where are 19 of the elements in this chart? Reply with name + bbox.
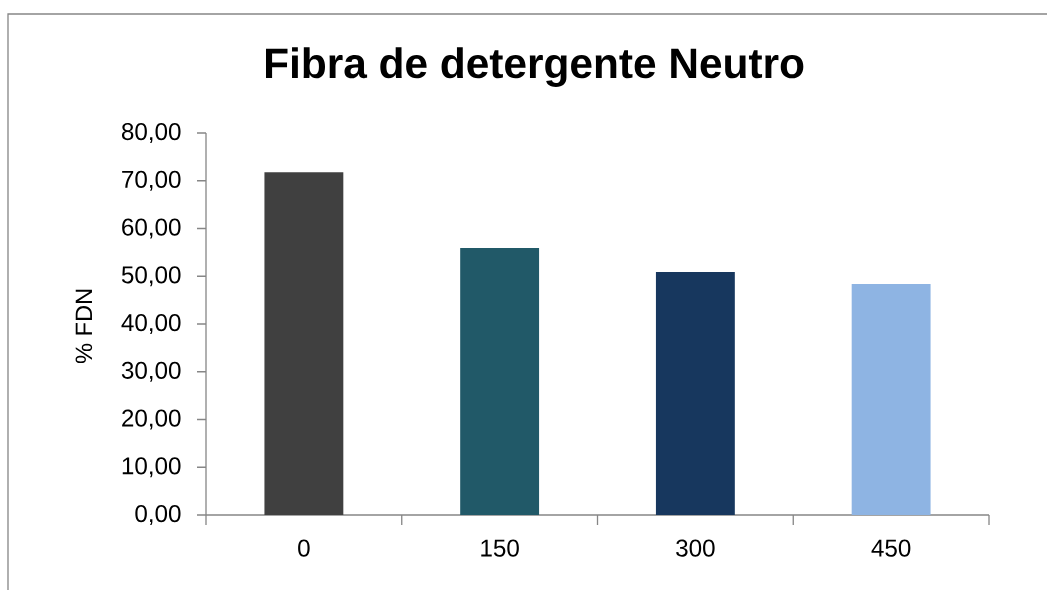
y-axis-title: % FDN [75, 289, 93, 364]
bar [264, 172, 344, 515]
x-tick-label: 150 [481, 539, 519, 557]
chart-title: Fibra de detergente Neutro [265, 47, 804, 87]
y-tick-label: 40,00 [121, 314, 181, 334]
x-tick-label: 0 [298, 539, 310, 557]
y-tick-label: 50,00 [121, 266, 181, 287]
bar [851, 283, 931, 515]
y-tick-label: 80,00 [121, 123, 181, 143]
y-tick-label: 0,00 [135, 504, 181, 525]
y-tick-label: 30,00 [121, 361, 181, 382]
bar [460, 248, 540, 515]
y-tick-label: 70,00 [122, 170, 181, 191]
y-tick-label: 60,00 [122, 218, 181, 239]
y-tick-label: 20,00 [122, 409, 181, 430]
bar [655, 271, 735, 515]
x-tick-label: 300 [676, 539, 715, 557]
y-tick-label: 10,00 [122, 457, 181, 478]
x-tick-label: 450 [871, 539, 911, 557]
